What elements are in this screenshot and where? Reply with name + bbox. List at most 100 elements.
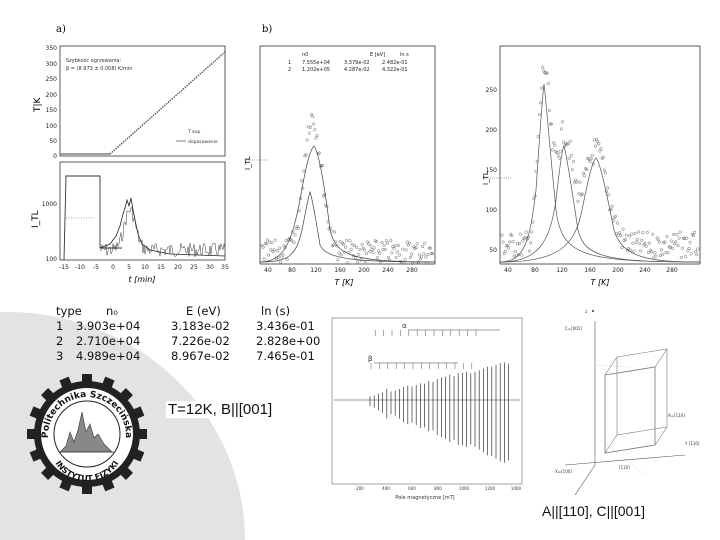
data-point bbox=[422, 252, 426, 256]
data-point bbox=[599, 147, 603, 151]
data-point bbox=[348, 239, 352, 243]
data-point bbox=[356, 260, 360, 264]
data-point bbox=[545, 71, 549, 75]
data-point bbox=[344, 245, 348, 249]
data-point bbox=[508, 240, 512, 244]
panel-label-b: b) bbox=[262, 24, 273, 35]
data-point bbox=[306, 125, 310, 129]
data-point bbox=[397, 253, 401, 257]
data-point bbox=[593, 144, 597, 148]
gear-tooth bbox=[135, 429, 147, 439]
data-point bbox=[518, 241, 522, 245]
data-point bbox=[636, 230, 640, 234]
data-point bbox=[302, 169, 306, 173]
xtick: 600 bbox=[408, 486, 416, 491]
panel-a-xticks: -15 -10 -5 0 5 10 15 20 25 30 35 bbox=[59, 264, 229, 271]
xtick: 0 bbox=[111, 264, 115, 271]
data-point bbox=[624, 233, 628, 237]
panel-a-annotation-1: Szybkość ogrzewania: bbox=[66, 57, 121, 64]
table-header: n₀ bbox=[106, 304, 118, 318]
data-point bbox=[360, 242, 364, 246]
table-cell: 2.710e+04 bbox=[76, 334, 141, 348]
ytick: 50 bbox=[49, 138, 57, 145]
data-point bbox=[426, 253, 430, 257]
data-point bbox=[629, 248, 633, 252]
data-point bbox=[283, 246, 287, 250]
data-point bbox=[268, 240, 272, 244]
data-point bbox=[512, 254, 516, 258]
xtick: 1000 bbox=[459, 486, 470, 491]
xtick: -10 bbox=[75, 264, 85, 271]
gear-tooth bbox=[100, 476, 115, 492]
data-point bbox=[401, 247, 405, 251]
heating-ramp-line bbox=[109, 51, 226, 155]
xtick: 160 bbox=[334, 267, 346, 274]
data-point bbox=[626, 246, 630, 250]
table-cell: 2.828e+00 bbox=[256, 334, 321, 348]
legend-cell: 4.322e-01 bbox=[382, 67, 408, 73]
plateau-trace bbox=[63, 175, 122, 261]
data-point bbox=[546, 82, 550, 86]
data-point bbox=[314, 136, 318, 140]
data-point bbox=[536, 135, 540, 139]
data-point bbox=[338, 240, 342, 244]
data-point bbox=[358, 247, 362, 251]
data-point bbox=[617, 233, 621, 237]
data-point bbox=[692, 230, 696, 234]
legend-cell: 4.287e-02 bbox=[344, 67, 370, 73]
data-point bbox=[500, 233, 504, 237]
xtick: 35 bbox=[221, 264, 229, 271]
gear-tooth bbox=[59, 476, 74, 492]
panel-a-bottom-frame bbox=[59, 161, 226, 261]
table-cell: 4.989e+04 bbox=[76, 349, 141, 363]
data-point bbox=[346, 261, 350, 265]
data-point bbox=[270, 241, 274, 245]
table-cell: 3.183e-02 bbox=[171, 319, 230, 333]
table-header: type bbox=[56, 304, 82, 318]
table-cell: 8.967e-02 bbox=[171, 349, 230, 363]
data-point bbox=[577, 192, 581, 196]
ytick: 100 bbox=[46, 256, 58, 263]
xtick: 280 bbox=[406, 267, 418, 274]
data-point bbox=[313, 128, 317, 132]
data-point bbox=[393, 244, 397, 248]
data-point bbox=[650, 250, 654, 254]
data-point bbox=[513, 250, 517, 254]
data-point bbox=[386, 255, 390, 259]
data-point bbox=[620, 246, 624, 250]
axis-x-label: X=[100] bbox=[555, 469, 572, 474]
data-point bbox=[524, 230, 528, 234]
data-point bbox=[567, 156, 571, 160]
fit-curve-1 bbox=[259, 145, 436, 263]
legend-cell: 1 bbox=[288, 60, 291, 66]
gear-tooth bbox=[29, 406, 45, 421]
fit-curve-1 bbox=[499, 83, 701, 263]
data-point bbox=[537, 112, 541, 116]
data-point bbox=[428, 246, 432, 250]
table-cell: 2 bbox=[56, 334, 64, 348]
data-point bbox=[337, 251, 341, 255]
ytick: 350 bbox=[46, 45, 58, 52]
ytick: 0 bbox=[53, 153, 57, 160]
xtick: 30 bbox=[206, 264, 214, 271]
data-point bbox=[510, 234, 514, 238]
xtick: 160 bbox=[584, 267, 596, 274]
data-point bbox=[634, 240, 638, 244]
data-point bbox=[380, 240, 384, 244]
data-point bbox=[691, 233, 695, 237]
data-point bbox=[357, 252, 361, 256]
data-point bbox=[689, 252, 693, 256]
data-point bbox=[519, 232, 523, 236]
data-point bbox=[639, 249, 643, 253]
axis-dot-icon bbox=[592, 310, 594, 312]
noise-trace bbox=[99, 207, 226, 257]
data-point bbox=[695, 253, 699, 257]
data-point bbox=[541, 65, 545, 69]
data-point bbox=[427, 246, 431, 250]
data-point bbox=[657, 240, 661, 244]
data-point bbox=[590, 153, 594, 157]
data-point bbox=[312, 122, 316, 126]
ytick: 150 bbox=[486, 167, 498, 174]
data-point bbox=[557, 156, 561, 160]
data-point bbox=[663, 240, 667, 244]
